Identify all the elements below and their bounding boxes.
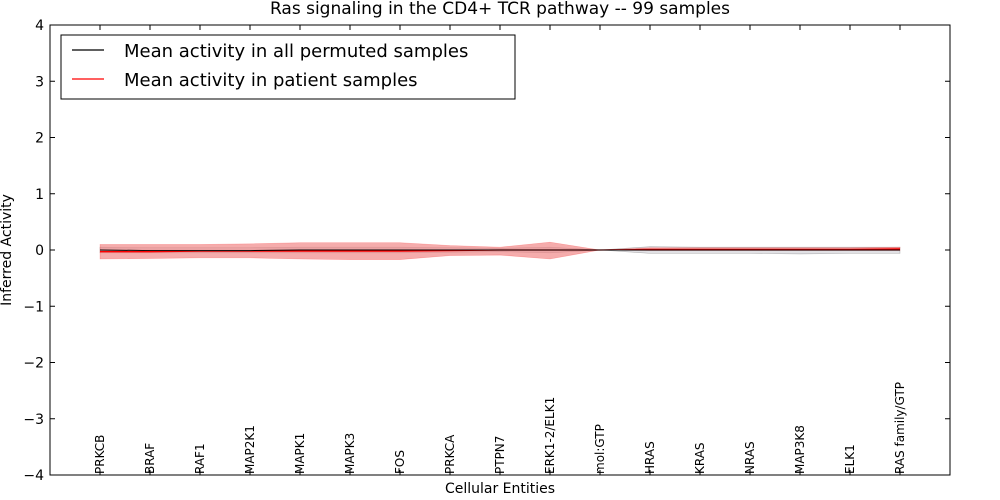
x-tick-label: MAPK1 xyxy=(293,433,307,474)
y-axis-label: Inferred Activity xyxy=(0,194,15,306)
series-lines xyxy=(99,248,901,253)
y-tick-label: −2 xyxy=(23,356,44,372)
x-tick-label: HRAS xyxy=(643,441,657,474)
y-tick-label: 4 xyxy=(35,18,44,34)
x-axis-label: Cellular Entities xyxy=(445,481,555,497)
x-tick-label: FOS xyxy=(393,450,407,474)
legend-label-permuted: Mean activity in all permuted samples xyxy=(124,41,468,62)
y-tick-label: −1 xyxy=(23,299,44,315)
x-tick-label: MAP2K1 xyxy=(243,425,257,474)
x-tick-label: PTPN7 xyxy=(493,436,507,474)
x-tick-label: ERK1-2/ELK1 xyxy=(543,397,557,474)
y-tick-label: 0 xyxy=(35,243,44,259)
chart-title: Ras signaling in the CD4+ TCR pathway --… xyxy=(270,0,730,19)
legend-box xyxy=(60,34,516,100)
x-tick-label: RAS family/GTP xyxy=(893,382,907,474)
x-tick-label: NRAS xyxy=(743,441,757,474)
x-tick-label: BRAF xyxy=(143,443,157,474)
x-tick-label: MAP3K8 xyxy=(793,425,807,474)
x-tick-label: KRAS xyxy=(693,442,707,474)
y-tick-label: 3 xyxy=(35,74,44,90)
y-tick-label: 2 xyxy=(35,131,44,147)
y-axis-ticks: 4 3 2 1 0 −1 −2 −3 −4 xyxy=(23,18,950,484)
x-tick-label: mol:GTP xyxy=(593,424,607,474)
legend: Mean activity in all permuted samples Me… xyxy=(60,34,516,100)
line-series-0 xyxy=(99,249,900,252)
y-tick-label: −3 xyxy=(23,412,44,428)
x-tick-label: PRKCA xyxy=(443,434,457,474)
x-tick-label: RAF1 xyxy=(193,443,207,474)
x-tick-label: MAPK3 xyxy=(343,433,357,474)
band-series-1 xyxy=(99,241,901,260)
x-axis-ticks: PRKCB BRAF RAF1 MAP2K1 MAPK1 MAPK3 FOS PRKCA PTP… xyxy=(93,25,907,475)
x-tick-label: PRKCB xyxy=(93,435,107,474)
x-tick-label: ELK1 xyxy=(843,444,857,474)
y-tick-label: 1 xyxy=(35,187,44,203)
legend-label-patient: Mean activity in patient samples xyxy=(124,70,418,91)
plot-border xyxy=(49,24,951,476)
y-tick-label: −4 xyxy=(23,468,44,484)
